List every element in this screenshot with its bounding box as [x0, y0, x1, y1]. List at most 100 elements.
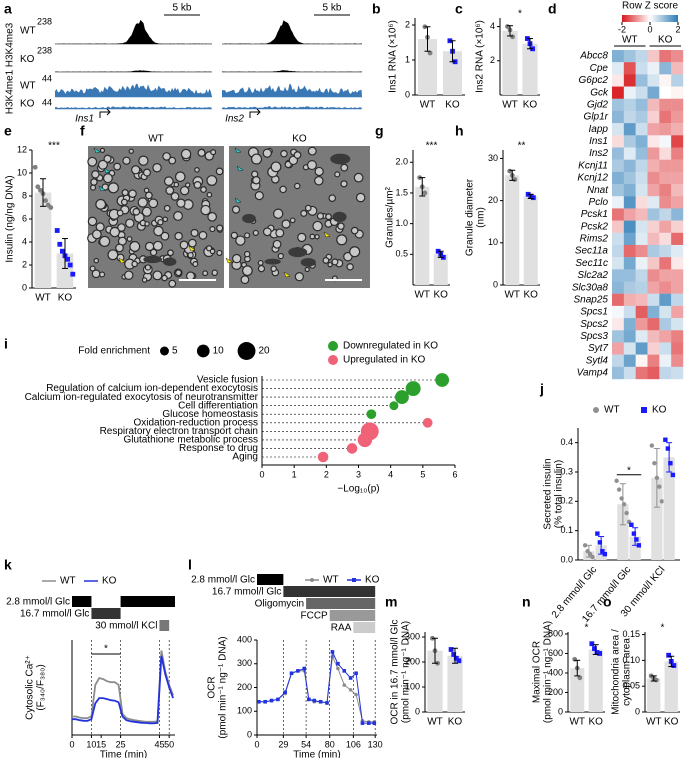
y-tick-label: 30 — [488, 153, 498, 163]
data-point — [67, 262, 73, 268]
granule — [257, 259, 264, 266]
category-label: Vesicle fusion — [197, 375, 258, 386]
bar — [663, 457, 675, 560]
data-point — [263, 699, 267, 704]
granule — [121, 189, 129, 197]
heat-cell — [612, 305, 625, 319]
row-label: Spcs3 — [580, 331, 608, 342]
granule — [141, 206, 152, 217]
granule — [173, 211, 183, 221]
data-point — [48, 205, 54, 210]
data-point — [577, 675, 583, 681]
row-label: G6pc2 — [579, 75, 609, 86]
heat-cell — [671, 74, 684, 87]
size-legend-circle — [196, 344, 210, 358]
granule — [327, 261, 333, 268]
heat-cell — [623, 123, 636, 136]
size-legend-circle — [160, 346, 169, 356]
heat-cell — [647, 342, 660, 355]
data-point — [325, 701, 329, 705]
y-tick-label: 6 — [22, 213, 27, 223]
category-label: Glutathione metabolic process — [123, 435, 258, 446]
y-tick-label: 0.4 — [560, 437, 573, 447]
y-tick-label: 8 — [22, 190, 27, 200]
granule — [179, 240, 189, 250]
heat-cell — [671, 98, 684, 112]
colorbar-tick-label: 0 — [647, 24, 652, 34]
protocol-bar — [72, 596, 92, 607]
panel-letter: m — [385, 594, 397, 610]
data-point — [572, 656, 578, 662]
column-group: KO — [658, 35, 673, 46]
arrowhead — [234, 197, 242, 204]
panel-letter: g — [375, 123, 384, 139]
bar — [433, 254, 448, 285]
protocol-bar — [283, 586, 376, 597]
granule — [124, 270, 134, 280]
heat-cell — [612, 342, 625, 355]
protocol-label: 16.7 mmol/l Glc — [20, 609, 89, 620]
heat-cell — [671, 342, 684, 355]
series-line — [258, 650, 375, 724]
granule — [250, 153, 263, 165]
granule — [322, 257, 330, 264]
heat-cell — [635, 86, 648, 99]
heat-cell — [612, 110, 625, 124]
granule — [120, 198, 128, 206]
row-label: Ins1 — [589, 136, 608, 147]
data-point — [448, 647, 454, 652]
heat-cell — [623, 98, 636, 112]
granule — [210, 149, 217, 156]
heat-cell — [659, 257, 672, 270]
granule — [138, 155, 149, 166]
bar — [651, 477, 663, 560]
heat-cell — [659, 305, 672, 319]
data-point — [269, 698, 274, 703]
track-signal — [222, 20, 362, 44]
data-point — [590, 554, 595, 560]
granule — [198, 230, 208, 240]
row-label: Pclo — [589, 197, 609, 208]
mitochondrion — [330, 153, 351, 165]
heat-cell — [612, 269, 625, 282]
granule — [279, 185, 287, 194]
heat-cell — [623, 354, 636, 368]
y-tick-label: 0.0 — [560, 554, 573, 564]
granule — [281, 219, 291, 229]
heat-cell — [671, 269, 684, 282]
granule — [262, 227, 272, 237]
heat-cell — [623, 62, 636, 75]
category-label: Oxidation-reduction process — [133, 417, 258, 428]
granule — [152, 163, 162, 173]
heat-cell — [635, 305, 648, 319]
y-tick-label: 4 — [490, 21, 495, 31]
x-tick-label: KO — [58, 293, 73, 304]
data-point — [54, 228, 60, 233]
y-tick-label: 0 — [405, 89, 410, 99]
heat-cell — [635, 50, 648, 63]
heat-cell — [612, 184, 625, 197]
granule — [300, 209, 308, 217]
granule — [211, 269, 219, 277]
granule — [353, 172, 364, 183]
data-point — [60, 248, 65, 254]
granule — [340, 180, 348, 188]
row-label: Sec11a — [575, 246, 609, 257]
row-label: Glp1r — [584, 112, 609, 123]
colorbar-tick-label: 2 — [675, 24, 680, 34]
sample-label: KO — [20, 54, 35, 65]
heat-cell — [612, 244, 625, 258]
granule — [231, 205, 241, 214]
heat-cell — [647, 330, 660, 343]
granule — [304, 204, 312, 212]
legend-label: WT — [323, 575, 339, 586]
mark-label: H3K4me3 — [5, 22, 16, 67]
granule — [206, 175, 218, 186]
data-point — [302, 666, 307, 671]
data-point — [659, 499, 665, 504]
heat-cell — [623, 110, 636, 124]
mitochondrion — [288, 247, 308, 258]
heat-cell — [647, 110, 660, 124]
row-label: Slc30a8 — [572, 282, 609, 293]
y-axis-label: Cytosolic Ca²⁺ — [25, 655, 36, 720]
